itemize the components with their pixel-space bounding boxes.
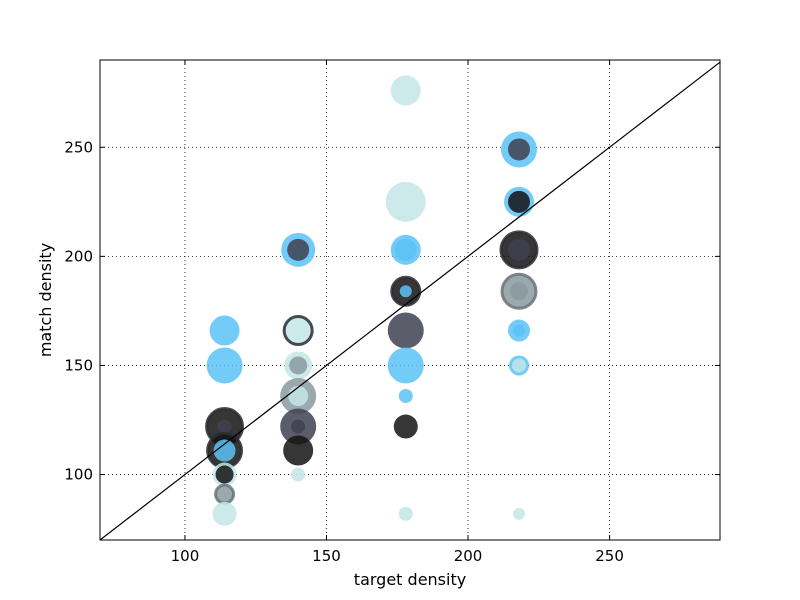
data-point [214,483,236,505]
data-point [399,285,412,298]
data-point [206,347,243,384]
data-point [291,419,306,434]
data-point [385,181,426,222]
data-point [291,467,306,482]
data-point [215,465,234,484]
data-point [394,238,417,261]
diagonal-reference-line [99,61,721,541]
y-axis-label: match density [36,243,55,357]
data-point [282,315,314,347]
grid-lines [100,60,720,540]
x-tick-label: 200 [454,547,483,565]
data-point [213,439,236,462]
data-point [288,386,309,406]
data-point [511,358,526,373]
x-tick-label: 100 [171,547,200,565]
data-point [507,138,530,161]
data-point [398,389,413,403]
data-point [390,75,421,106]
data-point [398,506,413,521]
y-tick-label: 150 [64,356,93,374]
data-point [387,347,424,384]
plot-frame [99,59,721,541]
y-tick-label: 200 [64,247,93,265]
data-point [512,324,525,337]
data-point [283,435,314,466]
axis-ticks: 100 150 200 250 100 150 200 250 [64,60,720,565]
data-point [507,190,530,213]
x-tick-label: 150 [312,547,341,565]
data-point [209,315,240,346]
data-point [387,312,424,349]
data-point [507,238,530,261]
x-tick-label: 250 [595,547,624,565]
x-axis-label: target density [354,570,466,589]
data-point [287,238,310,261]
data-points [205,75,539,526]
data-point [212,501,237,526]
data-point [509,282,528,301]
data-point [393,414,418,439]
y-tick-label: 100 [64,466,93,484]
data-point [217,419,232,434]
data-point [289,356,308,375]
data-point [512,507,525,520]
y-tick-label: 250 [64,138,93,156]
